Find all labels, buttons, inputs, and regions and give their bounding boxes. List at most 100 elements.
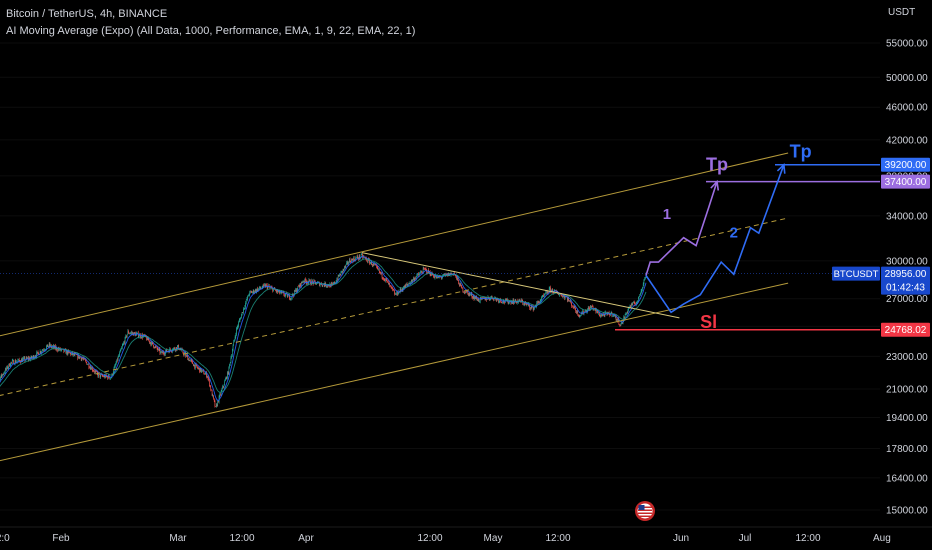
y-tick-label: 23000.00 <box>886 352 928 363</box>
candle-body <box>337 275 339 280</box>
candle-body <box>319 284 321 286</box>
time-axis[interactable]: Feb Mar 12:00 Apr 12:00 May 12:00 Jun Jul 12:00 Au… <box>0 526 932 544</box>
candle-body <box>14 360 16 365</box>
candle-body <box>129 333 131 334</box>
candle-body <box>435 276 436 277</box>
candle-body <box>523 303 525 305</box>
candle-body <box>270 287 271 288</box>
level-price-label: 39200.00 <box>885 160 927 171</box>
candle-body <box>525 302 526 304</box>
candle-body <box>467 291 469 293</box>
candle-body <box>386 279 388 281</box>
y-tick-label: 19400.00 <box>886 413 928 424</box>
symbol-title[interactable]: Bitcoin / TetherUS, 4h, BINANCE <box>6 8 168 20</box>
candle-body <box>456 275 457 279</box>
candle-body <box>398 291 400 294</box>
flag-stripe <box>638 509 652 511</box>
candle-body <box>8 363 10 368</box>
candle-body <box>50 345 52 348</box>
candle-body <box>69 352 71 354</box>
y-tick-label: 46000.00 <box>886 103 928 114</box>
candle-body <box>107 376 108 379</box>
candle-body <box>209 379 210 386</box>
candle-body <box>515 299 517 302</box>
candle-body <box>468 292 469 296</box>
candle-body <box>394 291 395 295</box>
candle-body <box>258 288 260 290</box>
candle-body <box>382 277 384 279</box>
candle-body <box>201 370 202 372</box>
candle-body <box>92 367 93 371</box>
candle-body <box>571 302 572 306</box>
candle-body <box>20 361 21 363</box>
candle-body <box>557 293 559 295</box>
candle-body <box>493 298 494 301</box>
candle-body <box>585 310 586 312</box>
candle-body <box>644 279 645 280</box>
candle-body <box>225 379 226 382</box>
candle-body <box>7 366 8 369</box>
candle-body <box>567 297 568 301</box>
candle-body <box>378 269 379 270</box>
candle-body <box>424 268 426 270</box>
candle-body <box>427 272 428 274</box>
candle-body <box>163 353 165 355</box>
candle-body <box>491 295 493 299</box>
candle-body <box>208 378 209 380</box>
candle-body <box>388 281 389 285</box>
candle-body <box>417 274 419 275</box>
candle-body <box>431 272 432 276</box>
candle-body <box>217 401 218 406</box>
candle-body <box>42 350 44 351</box>
candle-body <box>519 299 521 301</box>
candle-body <box>17 360 19 362</box>
candle-body <box>643 279 645 285</box>
candle-body <box>539 300 541 303</box>
candle-body <box>134 332 136 334</box>
candle-body <box>603 314 605 317</box>
candle-body <box>160 351 162 353</box>
candle-body <box>189 360 191 361</box>
indicator-title[interactable]: AI Moving Average (Expo) (All Data, 1000… <box>6 25 416 37</box>
candle-body <box>213 398 215 402</box>
x-tick-label: Jul <box>739 533 752 544</box>
candle-body <box>49 344 51 347</box>
candle-body <box>550 287 551 292</box>
candle-body <box>87 364 88 365</box>
candle-body <box>578 314 579 316</box>
candle-body <box>389 283 391 286</box>
drawings[interactable]: Tp Tp Sl 1 2 <box>0 141 880 462</box>
candle-body <box>455 275 457 276</box>
candle-body <box>468 293 470 296</box>
candle-body <box>223 385 225 387</box>
candle-body <box>78 355 80 359</box>
candle-body <box>573 306 575 309</box>
ema-slow-line <box>0 258 647 393</box>
candle-body <box>190 359 192 361</box>
candle-body <box>209 385 211 387</box>
us-flag-icon[interactable] <box>635 501 655 521</box>
candle-body <box>544 294 546 295</box>
candle-body <box>601 314 602 316</box>
candle-body <box>234 339 235 342</box>
candle-body <box>565 296 567 298</box>
candle-body <box>559 294 560 295</box>
candle-body <box>99 374 101 378</box>
candle-body <box>199 368 201 372</box>
candle-body <box>177 346 178 350</box>
candle-body <box>0 374 2 378</box>
candle-body <box>555 290 556 291</box>
candle-body <box>443 274 445 275</box>
candle-body <box>619 324 621 326</box>
candle-body <box>627 310 629 313</box>
candle-body <box>362 254 363 258</box>
candle-body <box>137 332 138 334</box>
candle-body <box>365 257 366 259</box>
candle-body <box>71 353 72 355</box>
candle-body <box>303 281 304 283</box>
candle-body <box>289 298 291 300</box>
y-tick-label: 34000.00 <box>886 211 928 222</box>
candle-body <box>40 351 42 353</box>
scenario-1-path <box>645 181 718 276</box>
